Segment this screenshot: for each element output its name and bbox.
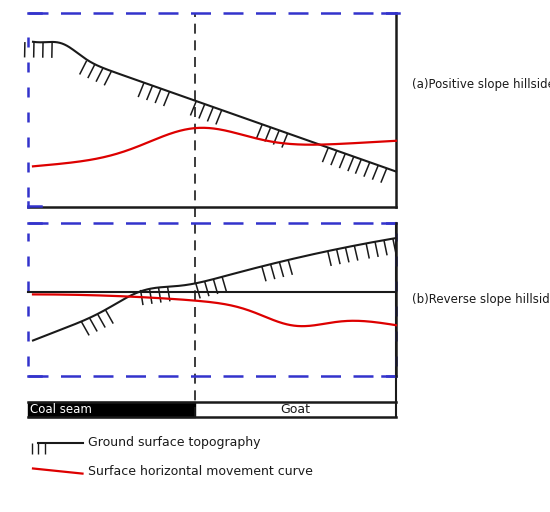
Text: Surface horizontal movement curve: Surface horizontal movement curve — [88, 464, 313, 478]
Text: (b)Reverse slope hillside: (b)Reverse slope hillside — [412, 293, 550, 306]
Text: Coal seam: Coal seam — [30, 403, 92, 416]
Text: (a)Positive slope hillside: (a)Positive slope hillside — [412, 78, 550, 91]
Text: Goat: Goat — [280, 403, 311, 416]
Text: Ground surface topography: Ground surface topography — [88, 436, 261, 450]
